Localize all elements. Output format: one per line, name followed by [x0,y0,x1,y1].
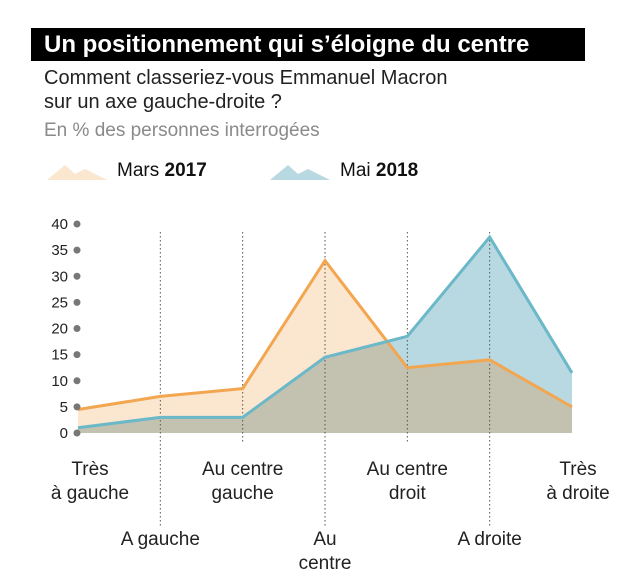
legend-item-2017: Mars 2017 [47,160,207,182]
y-tick-label: 30 [51,268,68,285]
y-tick-label: 40 [51,216,68,233]
y-tick-label: 0 [60,425,68,442]
x-category-label: Au centre [299,529,352,574]
line-2017 [77,257,573,411]
y-tick-label: 35 [51,242,68,259]
legend-year-2017: 2017 [164,160,207,181]
y-tick-label: 20 [51,321,68,338]
y-tick-dot [73,325,81,332]
y-tick-dot [73,272,81,280]
x-category-label: A droite [457,529,521,550]
x-category-label: Très à gauche [51,459,129,504]
y-tick-dot [73,246,81,254]
y-tick-label: 15 [51,347,68,364]
legend-swatch-2018 [270,165,330,180]
x-category-label: Au centre gauche [202,459,283,504]
y-tick-dot [73,377,81,385]
y-tick-label: 25 [51,294,68,311]
legend-item-2018: Mai 2018 [270,160,418,182]
y-tick-label: 5 [60,399,68,416]
subtitle-line-1: Comment classeriez-vous Emmanuel Macron [44,67,448,89]
legend-month-2017: Mars [117,160,160,181]
y-tick-dot [73,403,81,411]
legend-swatch-2017 [47,165,107,180]
chart-title: Un positionnement qui s’éloigne du centr… [31,28,585,61]
unit-label: En % des personnes interrogées [44,120,320,141]
chart-subtitle: Comment classeriez-vous Emmanuel Macron … [44,66,447,114]
y-tick-dot [73,351,81,359]
legend-year-2018: 2018 [375,160,419,181]
y-tick-dot [73,429,81,437]
x-category-label: Très à droite [546,459,609,504]
subtitle-line-2: sur un axe gauche-droite ? [44,91,282,113]
y-tick-dot [73,220,81,228]
y-tick-label: 10 [51,373,68,390]
legend-month-2018: Mai [340,160,371,181]
line-2018 [77,234,574,430]
x-category-label: Au centre droit [367,459,448,504]
y-tick-dot [73,298,81,306]
x-category-label: A gauche [121,529,200,550]
